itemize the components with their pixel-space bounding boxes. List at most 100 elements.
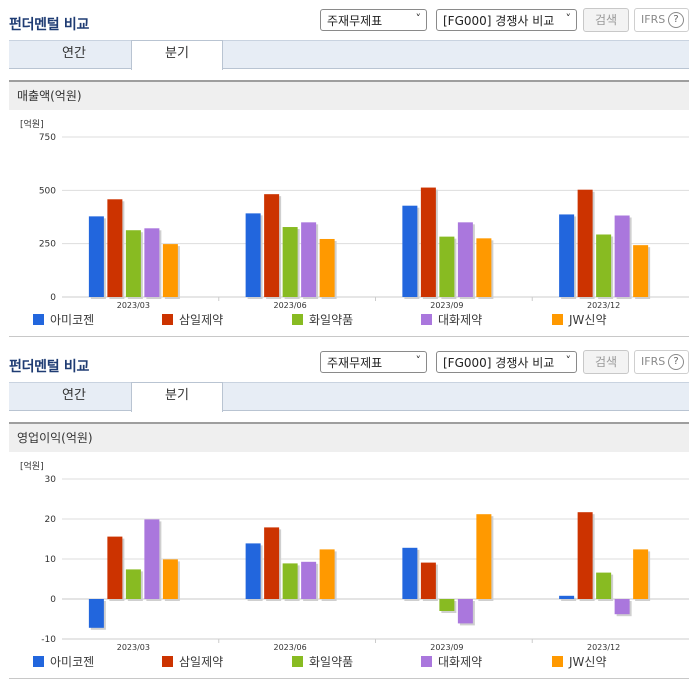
help-icon[interactable]: ?	[668, 12, 684, 28]
tab-quarterly[interactable]: 분기	[131, 382, 223, 412]
compare-select[interactable]: [FG000] 경쟁사 비교 ˅	[436, 351, 577, 373]
legend-swatch	[421, 314, 432, 325]
compare-select-value: [FG000] 경쟁사 비교	[443, 356, 555, 370]
legend-item: JW신약	[552, 313, 607, 327]
ifrs-label: IFRS	[641, 355, 666, 368]
bar	[439, 599, 455, 611]
legend-swatch	[421, 656, 432, 667]
divider	[9, 678, 689, 679]
bar	[88, 599, 104, 628]
bar	[614, 215, 630, 297]
bar	[457, 222, 473, 297]
chevron-down-icon: ˅	[565, 354, 572, 367]
ifrs-button[interactable]: IFRS ?	[634, 350, 689, 374]
period-tabs: 연간 분기	[9, 382, 689, 412]
legend-label: JW신약	[569, 313, 607, 327]
period-tabs: 연간 분기	[9, 40, 689, 70]
bar	[577, 512, 593, 599]
legend-label: 아미코젠	[50, 313, 95, 327]
bar	[282, 563, 298, 599]
bar	[439, 236, 455, 297]
panel-header: 펀더멘털 비교 주재무제표 ˅ [FG000] 경쟁사 비교 ˅ 검색 IFRS…	[0, 0, 696, 38]
bar	[107, 199, 123, 297]
compare-select-value: [FG000] 경쟁사 비교	[443, 14, 555, 28]
bar	[559, 595, 575, 599]
bar	[125, 230, 141, 297]
legend-swatch	[292, 314, 303, 325]
x-tick-label: 2023/06	[274, 643, 307, 652]
fundamental-panel-2: 펀더멘털 비교 주재무제표 ˅ [FG000] 경쟁사 비교 ˅ 검색 IFRS…	[0, 342, 696, 679]
x-tick-label: 2023/06	[274, 301, 307, 310]
statement-select[interactable]: 주재무제표 ˅	[320, 351, 427, 373]
revenue-chart-svg: [억원] 0 250 500 750 2023/03 2023/06 2023/09 2023/…	[20, 118, 689, 310]
chart-title: 매출액(억원)	[9, 80, 689, 110]
operating-profit-chart-svg: [억원] -10 0 10 20 30 2023/03 2023/06 2023/09 2023/…	[20, 460, 689, 652]
bar	[245, 213, 261, 297]
bar	[301, 222, 317, 297]
x-tick-label: 2023/03	[117, 643, 150, 652]
bar	[144, 519, 160, 599]
bar	[633, 549, 649, 599]
panel-title: 펀더멘털 비교	[9, 17, 90, 33]
chevron-down-icon: ˅	[415, 354, 422, 367]
legend-item: 대화제약	[421, 313, 482, 327]
tab-quarterly[interactable]: 분기	[131, 40, 223, 70]
bar	[301, 561, 317, 599]
panel-title: 펀더멘털 비교	[9, 359, 90, 375]
compare-select[interactable]: [FG000] 경쟁사 비교 ˅	[436, 9, 577, 31]
chart-legend: 아미코젠 삼일제약 화일약품 대화제약 JW신약	[9, 313, 689, 329]
bar	[144, 228, 160, 297]
bar	[476, 238, 492, 297]
legend-label: 화일약품	[309, 313, 354, 327]
ifrs-label: IFRS	[641, 13, 666, 26]
y-tick-label: 30	[45, 475, 57, 485]
legend-item: 화일약품	[292, 655, 353, 669]
bar	[596, 572, 612, 599]
bar	[264, 527, 280, 599]
bar	[107, 536, 123, 599]
legend-item: 아미코젠	[33, 313, 94, 327]
y-tick-label: 750	[39, 133, 56, 143]
tab-annual[interactable]: 연간	[62, 388, 86, 403]
statement-select[interactable]: 주재무제표 ˅	[320, 9, 427, 31]
statement-select-value: 주재무제표	[327, 356, 383, 370]
bar	[402, 547, 418, 599]
bar	[264, 194, 280, 297]
legend-swatch	[162, 314, 173, 325]
y-tick-label: -10	[41, 635, 56, 645]
bar	[596, 234, 612, 297]
bar	[420, 187, 436, 297]
bar	[282, 227, 298, 297]
unit-label: [억원]	[20, 460, 44, 472]
chart-legend: 아미코젠 삼일제약 화일약품 대화제약 JW신약	[9, 655, 689, 671]
search-button[interactable]: 검색	[583, 350, 629, 374]
y-tick-label: 0	[50, 595, 56, 605]
x-tick-label: 2023/12	[587, 643, 620, 652]
bar	[88, 216, 104, 297]
legend-label: 화일약품	[309, 655, 354, 669]
legend-swatch	[552, 656, 563, 667]
y-tick-label: 10	[45, 555, 57, 565]
legend-item: 삼일제약	[162, 655, 223, 669]
bar	[577, 189, 593, 297]
fundamental-panel-1: 펀더멘털 비교 주재무제표 ˅ [FG000] 경쟁사 비교 ˅ 검색 IFRS…	[0, 0, 696, 337]
bar	[402, 205, 418, 297]
bar	[125, 569, 141, 599]
bar	[614, 599, 630, 615]
revenue-chart: [억원] 0 250 500 750 2023/03 2023/06 2023/09 2023/…	[9, 112, 689, 310]
bar	[162, 244, 178, 297]
help-icon[interactable]: ?	[668, 354, 684, 370]
x-tick-label: 2023/09	[430, 643, 463, 652]
bar-shadow	[561, 597, 577, 601]
legend-label: JW신약	[569, 655, 607, 669]
bar	[319, 238, 335, 297]
ifrs-button[interactable]: IFRS ?	[634, 8, 689, 32]
legend-label: 대화제약	[438, 655, 483, 669]
search-button[interactable]: 검색	[583, 8, 629, 32]
y-tick-label: 250	[39, 240, 56, 250]
legend-label: 삼일제약	[179, 655, 224, 669]
tab-annual[interactable]: 연간	[62, 46, 86, 61]
x-tick-label: 2023/03	[117, 301, 150, 310]
panel-header: 펀더멘털 비교 주재무제표 ˅ [FG000] 경쟁사 비교 ˅ 검색 IFRS…	[0, 342, 696, 380]
operating-profit-chart: [억원] -10 0 10 20 30 2023/03 2023/06 2023/09 2023/…	[9, 454, 689, 652]
